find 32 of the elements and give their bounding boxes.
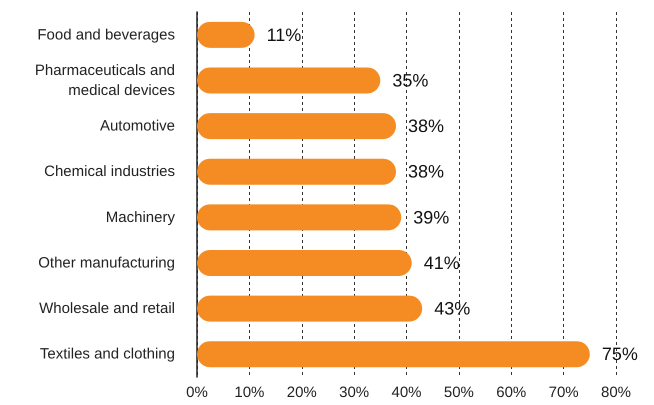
x-tick-label: 0%	[186, 384, 208, 401]
y-tick-label: Chemical industries	[44, 163, 175, 180]
bar	[197, 158, 396, 185]
data-label: 38%	[408, 162, 444, 182]
data-label: 39%	[413, 207, 450, 228]
y-tick-label: Textiles and clothing	[40, 346, 175, 363]
x-tick-label: 70%	[548, 384, 579, 401]
y-tick-label: Automotive	[100, 118, 175, 135]
data-label: 11%	[266, 24, 302, 45]
x-tick-label: 10%	[234, 384, 264, 401]
bar	[197, 250, 412, 276]
x-tick-label: 60%	[496, 384, 526, 401]
data-label: 43%	[434, 298, 470, 319]
data-label: 38%	[408, 116, 444, 136]
y-tick-label: Other manufacturing	[38, 254, 175, 272]
bar	[197, 341, 590, 368]
bar	[197, 113, 396, 140]
x-tick-label: 30%	[339, 384, 370, 401]
data-label: 41%	[424, 252, 460, 273]
x-tick-label: 80%	[600, 384, 632, 401]
x-tick-label: 50%	[444, 384, 474, 401]
x-tick-label: 40%	[391, 384, 422, 401]
y-tick-label: Wholesale and retail	[39, 300, 175, 318]
bar	[197, 67, 380, 94]
y-tick-label: Pharmaceuticals and medical devices	[34, 62, 175, 99]
x-tick-label: 20%	[286, 384, 317, 401]
data-label: 35%	[392, 70, 428, 90]
y-tick-label: Machinery	[106, 208, 176, 226]
y-tick-label: Food and beverages	[37, 26, 175, 44]
bar	[197, 204, 402, 230]
data-label: 75%	[602, 344, 638, 364]
bar	[197, 296, 422, 322]
